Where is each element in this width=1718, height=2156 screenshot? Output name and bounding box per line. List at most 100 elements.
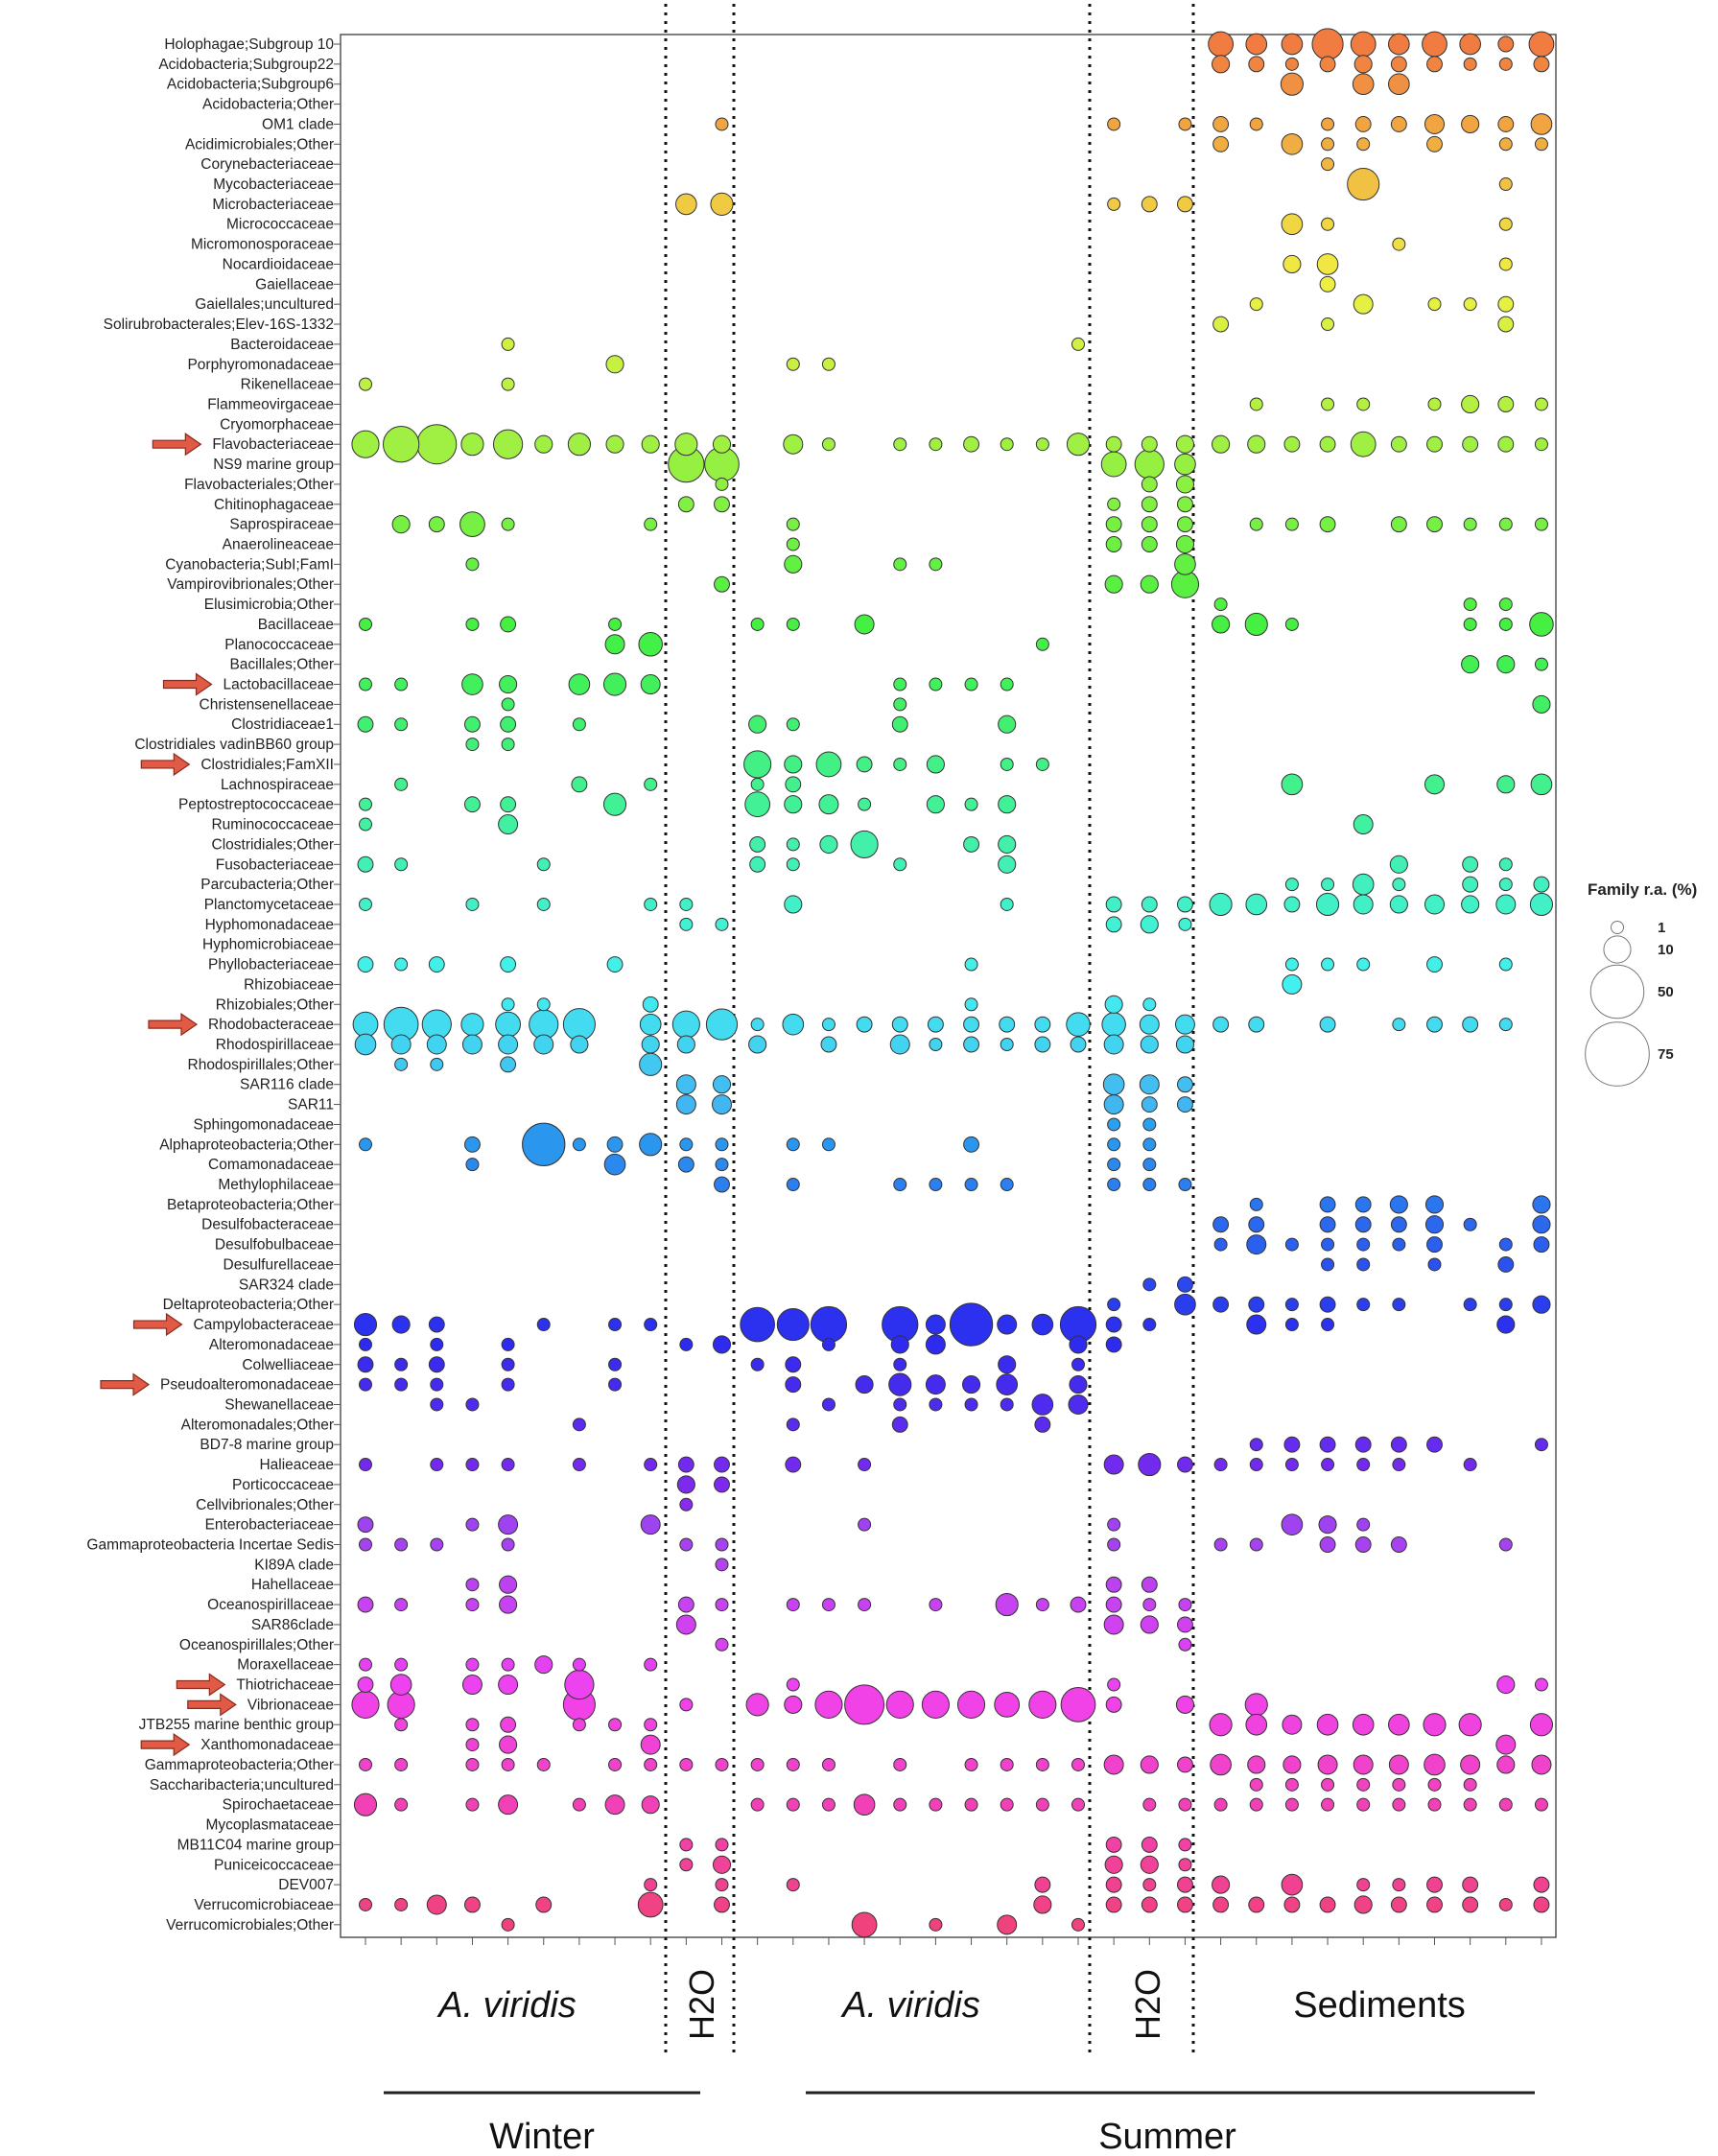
data-bubble — [1028, 1690, 1057, 1719]
data-bubble — [639, 1133, 663, 1157]
data-bubble — [426, 1034, 447, 1055]
data-bubble — [1175, 1695, 1195, 1714]
data-bubble — [1107, 1117, 1121, 1132]
family-label: Enterobacteriaceae — [205, 1517, 334, 1534]
data-bubble — [608, 1357, 623, 1371]
data-bubble — [1427, 297, 1442, 312]
data-bubble — [391, 1315, 411, 1334]
data-bubble — [1281, 773, 1304, 796]
data-bubble — [608, 617, 623, 631]
data-bubble — [1319, 1436, 1336, 1453]
family-label: Nocardioidaceae — [223, 256, 334, 272]
data-bubble — [1071, 1797, 1085, 1812]
data-bubble — [1212, 115, 1230, 132]
data-bubble — [1175, 534, 1195, 554]
data-bubble — [1392, 237, 1406, 251]
family-label: Thiotrichaceae — [236, 1677, 334, 1694]
data-bubble — [603, 1153, 626, 1176]
highlight-arrow-icon — [187, 1693, 237, 1717]
data-bubble — [1000, 1757, 1014, 1771]
family-label: Alteromonadaceae — [209, 1337, 334, 1353]
data-bubble — [391, 515, 411, 534]
family-label: Hyphomicrobiaceae — [202, 937, 334, 953]
family-label: Bacteroidaceae — [230, 337, 334, 353]
data-bubble — [963, 1136, 979, 1153]
data-bubble — [784, 795, 803, 814]
family-label: Flavobacteriales;Other — [184, 477, 334, 493]
data-bubble — [929, 1178, 943, 1192]
data-bubble — [740, 1306, 775, 1343]
data-bubble — [359, 1137, 372, 1152]
data-bubble — [1356, 1257, 1371, 1272]
data-bubble — [461, 1034, 482, 1055]
data-bubble — [1281, 132, 1304, 155]
family-label: KI89A clade — [254, 1557, 334, 1573]
data-bubble — [814, 1690, 843, 1719]
family-label: Bacillales;Other — [229, 657, 334, 673]
family-label: NS9 marine group — [213, 457, 334, 473]
data-bubble — [359, 1897, 372, 1911]
data-bubble — [1319, 56, 1336, 73]
data-bubble — [1463, 1298, 1477, 1312]
data-bubble — [1142, 1277, 1157, 1292]
data-bubble — [1461, 394, 1480, 414]
data-bubble — [1212, 1216, 1230, 1233]
data-bubble — [851, 1911, 878, 1938]
data-bubble — [1463, 1217, 1477, 1231]
family-label: Gaiellales;uncultured — [195, 296, 334, 313]
data-bubble — [640, 1734, 661, 1755]
data-bubble — [1353, 1754, 1374, 1775]
family-label: Rhizobiales;Other — [216, 996, 334, 1013]
data-bubble — [675, 1074, 696, 1095]
data-bubble — [608, 1757, 623, 1771]
data-bubble — [1356, 1298, 1371, 1312]
data-bubble — [500, 616, 517, 633]
data-bubble — [1424, 894, 1445, 915]
data-bubble — [1034, 1416, 1051, 1433]
data-bubble — [820, 1036, 837, 1053]
data-bubble — [1212, 1016, 1230, 1033]
data-bubble — [1352, 1713, 1375, 1736]
data-bubble — [1463, 1458, 1477, 1472]
data-bubble — [1284, 1777, 1299, 1792]
data-bubble — [1035, 437, 1049, 452]
family-label: Phyllobacteriaceae — [208, 957, 334, 973]
data-bubble — [572, 1718, 586, 1732]
data-bubble — [465, 738, 480, 752]
data-bubble — [1139, 1014, 1160, 1035]
data-bubble — [750, 777, 765, 791]
data-bubble — [1107, 1517, 1121, 1532]
data-bubble — [499, 1595, 518, 1614]
data-bubble — [893, 677, 907, 691]
data-bubble — [394, 1897, 409, 1911]
data-bubble — [679, 1858, 694, 1872]
data-bubble — [1528, 31, 1555, 58]
data-bubble — [1281, 1513, 1304, 1535]
family-label: Hyphomonadaceae — [205, 917, 334, 933]
data-bubble — [784, 554, 803, 574]
data-bubble — [1496, 655, 1516, 674]
data-bubble — [893, 437, 907, 452]
data-bubble — [572, 1137, 586, 1152]
data-bubble — [1142, 1137, 1157, 1152]
data-bubble — [893, 1757, 907, 1771]
highlight-arrow-icon — [176, 1673, 226, 1697]
data-bubble — [783, 434, 804, 455]
data-bubble — [1140, 1855, 1159, 1874]
data-bubble — [1107, 117, 1121, 131]
data-bubble — [1104, 1855, 1123, 1874]
highlight-arrow-icon — [140, 1732, 191, 1757]
data-bubble — [819, 834, 838, 854]
data-bubble — [1142, 1117, 1157, 1132]
data-bubble — [359, 1337, 372, 1351]
data-bubble — [534, 434, 553, 454]
bubble-layer — [351, 28, 1555, 1938]
data-bubble — [1140, 574, 1159, 594]
data-bubble — [786, 837, 800, 852]
legend-bubble — [1611, 921, 1624, 934]
data-bubble — [390, 1034, 412, 1055]
data-bubble — [1000, 897, 1014, 911]
data-bubble — [394, 777, 409, 791]
data-bubble — [1213, 1458, 1228, 1472]
data-bubble — [1105, 1336, 1122, 1353]
